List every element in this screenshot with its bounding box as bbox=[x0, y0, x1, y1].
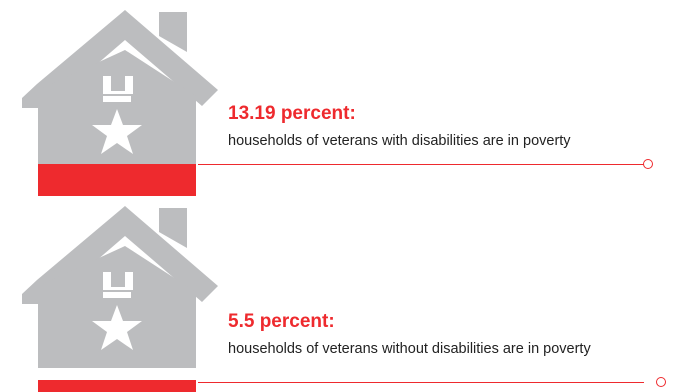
chimney bbox=[159, 208, 187, 248]
medal bbox=[92, 272, 142, 350]
stat-value: 5.5 percent: bbox=[228, 311, 335, 332]
stat-caption: households of veterans with disabilities… bbox=[228, 133, 571, 149]
medal-bar bbox=[103, 96, 131, 102]
star bbox=[92, 109, 142, 154]
stat-caption: households of veterans without disabilit… bbox=[228, 341, 591, 357]
circle-marker-icon bbox=[656, 377, 666, 387]
stat-without-disabilities: 5.5 percent: households of veterans with… bbox=[0, 196, 684, 392]
stat-value: 13.19 percent: bbox=[228, 103, 356, 124]
stat-with-disabilities: 13.19 percent: households of veterans wi… bbox=[22, 10, 653, 196]
chimney bbox=[159, 12, 187, 52]
medal-bar bbox=[103, 292, 131, 298]
house-base-bar bbox=[38, 380, 196, 392]
star bbox=[92, 305, 142, 350]
house-base-bar bbox=[38, 164, 196, 196]
circle-marker-icon bbox=[643, 159, 653, 169]
medal bbox=[92, 76, 142, 154]
house-medal-icon bbox=[22, 206, 218, 392]
stat-underline bbox=[198, 164, 644, 165]
stat-underline bbox=[198, 382, 644, 383]
house-medal-icon bbox=[22, 10, 218, 196]
